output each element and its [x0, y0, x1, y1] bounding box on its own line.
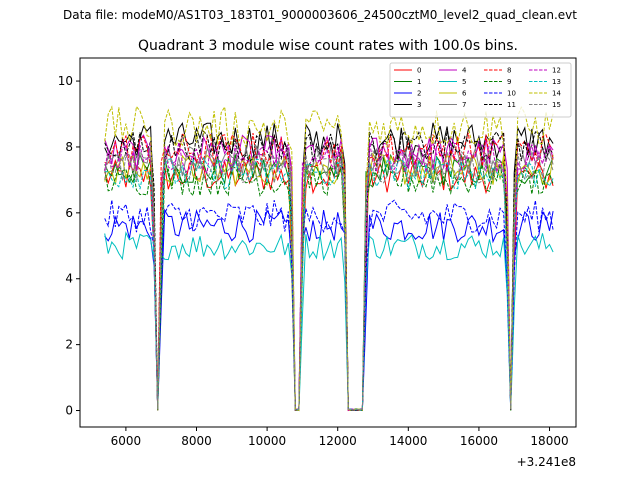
legend-label: 1 — [417, 78, 421, 86]
x-offset-label: +3.241e8 — [517, 455, 576, 469]
legend-label: 11 — [507, 101, 516, 109]
legend-label: 5 — [462, 78, 466, 86]
x-tick-label: 16000 — [460, 434, 498, 448]
plot-area — [104, 105, 554, 412]
legend-label: 2 — [417, 90, 421, 98]
y-tick-label: 8 — [65, 140, 73, 154]
series-line-13 — [104, 156, 554, 411]
x-tick-label: 12000 — [319, 434, 357, 448]
x-tick-label: 6000 — [111, 434, 142, 448]
series-line-12 — [104, 139, 554, 411]
legend-label: 7 — [462, 101, 466, 109]
series-line-15 — [104, 149, 554, 412]
y-tick-label: 0 — [65, 404, 73, 418]
legend-label: 9 — [507, 78, 511, 86]
axes-frame — [79, 57, 577, 428]
legend-label: 12 — [552, 67, 561, 75]
series-line-5 — [104, 231, 554, 412]
series-line-8 — [104, 131, 554, 412]
series-line-11 — [104, 129, 554, 411]
y-tick-label: 6 — [65, 206, 73, 220]
legend-label: 10 — [507, 90, 516, 98]
chart-title: Quadrant 3 module wise count rates with … — [138, 38, 518, 54]
series-line-0 — [104, 158, 554, 412]
series-line-9 — [104, 163, 554, 411]
y-tick-label: 2 — [65, 338, 73, 352]
y-tick-label: 10 — [58, 74, 73, 88]
legend-label: 0 — [417, 67, 421, 75]
y-tick-label: 4 — [65, 272, 73, 286]
series-line-10 — [104, 199, 554, 412]
series-line-3 — [104, 122, 554, 412]
legend-box — [389, 62, 572, 118]
legend-label: 14 — [552, 90, 561, 98]
x-tick-label: 18000 — [530, 434, 568, 448]
legend-label: 6 — [462, 90, 467, 98]
x-tick-label: 8000 — [181, 434, 212, 448]
x-tick-label: 14000 — [389, 434, 427, 448]
x-axis: 6000 8000 10000 12000 14000 16000 18000 — [111, 427, 569, 448]
y-axis: 0 2 4 6 8 10 — [58, 74, 80, 418]
series-line-14 — [104, 105, 554, 412]
figure-suptitle: Data file: modeM0/AS1T03_183T01_90000036… — [63, 8, 577, 22]
legend-label: 8 — [507, 67, 511, 75]
legend-label: 4 — [462, 67, 467, 75]
legend-label: 13 — [552, 78, 561, 86]
series-line-7 — [104, 143, 554, 411]
x-tick-label: 10000 — [248, 434, 286, 448]
legend-label: 15 — [552, 101, 561, 109]
series-line-2 — [104, 208, 554, 411]
legend-label: 3 — [417, 101, 421, 109]
